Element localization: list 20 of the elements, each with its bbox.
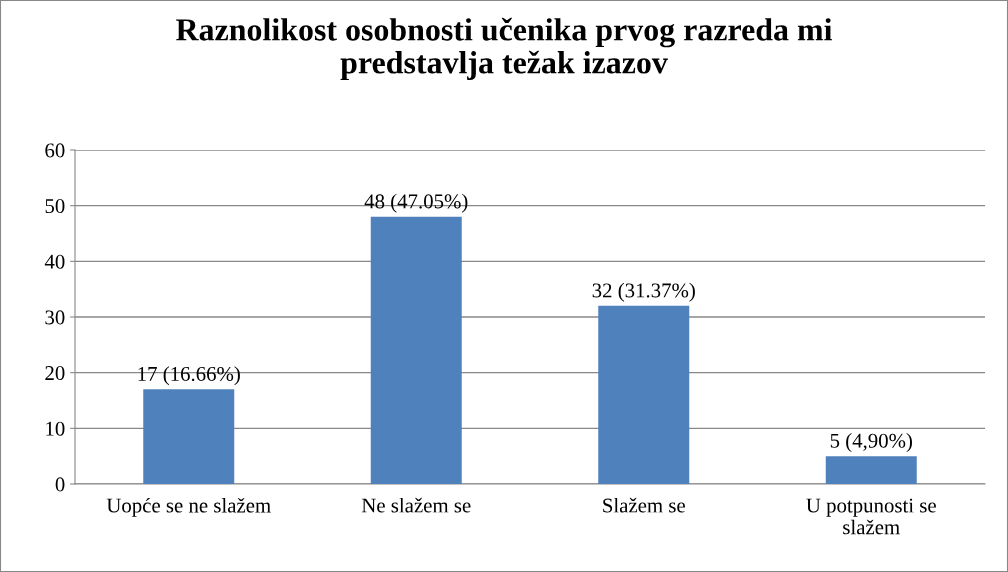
y-tick-label: 0: [55, 477, 65, 492]
data-label: 5 (4,90%): [830, 433, 912, 452]
x-tick-label: Uopće se ne slažem: [106, 497, 271, 517]
x-tick-label: Ne slažem se: [361, 497, 471, 513]
bar: [370, 216, 462, 484]
y-tick-label: 20: [45, 366, 65, 381]
y-tick-label: 50: [45, 199, 65, 214]
data-label: 32 (31.37%): [592, 282, 695, 302]
y-tick-label: 10: [46, 421, 65, 436]
chart-title: Raznolikost osobnosti učenika prvog razreda mi predstavlja težak izazov: [176, 17, 833, 81]
bar: [598, 305, 690, 484]
bar: [825, 456, 917, 484]
y-tick-label: 40: [44, 254, 65, 269]
x-tick-label: Slažem se: [603, 497, 685, 513]
x-tick-label: U potpunosti se slažem: [806, 498, 936, 535]
y-tick-label: 60: [45, 143, 65, 158]
bar: [143, 389, 235, 484]
data-label: 17 (16.66%): [138, 366, 240, 386]
data-label: 48 (47.05%): [364, 193, 468, 213]
y-tick-label: 30: [45, 310, 65, 325]
